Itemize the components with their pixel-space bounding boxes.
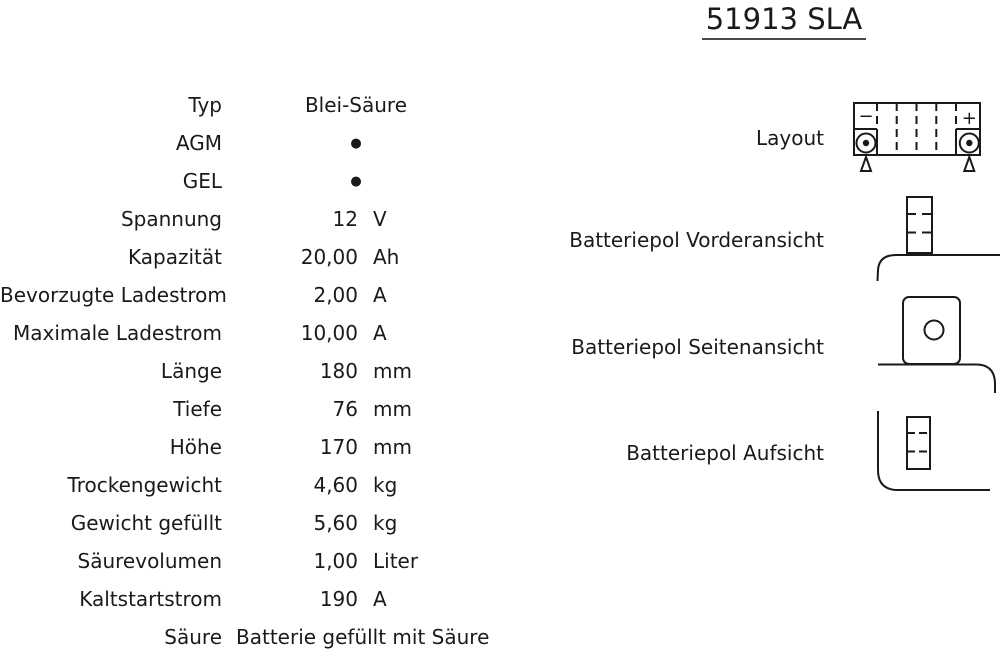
page-title-text: 51913 SLA [701,2,867,40]
spec-value: 1,00 [313,549,358,573]
spec-row: Höhe 170 mm [0,428,490,466]
spec-value: 10,00 [300,321,358,345]
spec-value: 2,00 [313,283,358,307]
spec-label: GEL [182,169,222,193]
spec-table: Typ Blei-Säure AGM ● GEL ● Spannung 12 V Kapazitä… [0,86,490,656]
spec-label: Spannung [120,207,222,231]
spec-label: Kapazität [128,245,222,269]
spec-label: Gewicht gefüllt [70,511,222,535]
spec-unit: A [373,283,387,307]
spec-value: 12 [332,207,358,231]
spec-row: Maximale Ladestrom 10,00 A [0,314,490,352]
spec-value: 190 [319,587,358,611]
spec-label: Tiefe [173,397,222,421]
spec-row: Säurevolumen 1,00 Liter [0,542,490,580]
spec-unit: kg [373,511,398,535]
spec-label: Höhe [169,435,222,459]
spec-value: 20,00 [300,245,358,269]
spec-value: 180 [319,359,358,383]
spec-unit: A [373,321,387,345]
spec-label: AGM [175,131,222,155]
spec-unit: mm [373,397,412,421]
spec-unit: Liter [373,549,419,573]
spec-value: 5,60 [313,511,358,535]
vent-marker-icon [962,154,976,172]
battery-layout-diagram: − + [853,102,981,172]
negative-terminal-sign: − [858,106,873,127]
spec-value: 170 [319,435,358,459]
spec-label: Bevorzugte Ladestrom [0,283,227,307]
spec-label: Trockengewicht [67,473,222,497]
spec-row: Tiefe 76 mm [0,390,490,428]
spec-row: Kaltstartstrom 190 A [0,580,490,618]
vent-marker-icon [859,154,873,172]
terminal-front-view-label: Batteriepol Vorderansicht [569,228,824,252]
spec-label: Maximale Ladestrom [12,321,222,345]
spec-value: 4,60 [313,473,358,497]
spec-row: GEL ● [0,162,490,200]
spec-unit: Ah [373,245,400,269]
positive-terminal-sign: + [962,108,977,129]
spec-unit: kg [373,473,398,497]
spec-value: Blei-Säure [304,93,408,117]
spec-row: Länge 180 mm [0,352,490,390]
spec-unit: mm [373,359,412,383]
spec-row: Bevorzugte Ladestrom 2,00 A [0,276,490,314]
terminal-top-view-diagram [877,411,990,491]
spec-bullet: ● [350,135,362,151]
page-title: 51913 SLA [634,2,934,40]
spec-value: 76 [332,397,358,421]
layout-label: Layout [756,126,824,150]
spec-row: Gewicht gefüllt 5,60 kg [0,504,490,542]
terminal-top-view-label: Batteriepol Aufsicht [626,441,824,465]
spec-unit: A [373,587,387,611]
spec-row: Spannung 12 V [0,200,490,238]
terminal-front-view-diagram [876,196,1000,282]
spec-label: Länge [160,359,222,383]
spec-row: Typ Blei-Säure [0,86,490,124]
terminal-side-view-label: Batteriepol Seitenansicht [571,335,824,359]
spec-label: Typ [188,93,222,117]
spec-row: Kapazität 20,00 Ah [0,238,490,276]
spec-row: Trockengewicht 4,60 kg [0,466,490,504]
spec-unit: mm [373,435,412,459]
spec-label: Kaltstartstrom [79,587,222,611]
spec-value: Batterie gefüllt mit Säure [236,625,490,649]
terminal-side-view-diagram [878,296,996,393]
spec-unit: V [373,207,387,231]
spec-label: Säurevolumen [77,549,222,573]
spec-row: AGM ● [0,124,490,162]
spec-row: Säure Batterie gefüllt mit Säure [0,618,490,656]
spec-label: Säure [164,625,222,649]
spec-bullet: ● [350,173,362,189]
